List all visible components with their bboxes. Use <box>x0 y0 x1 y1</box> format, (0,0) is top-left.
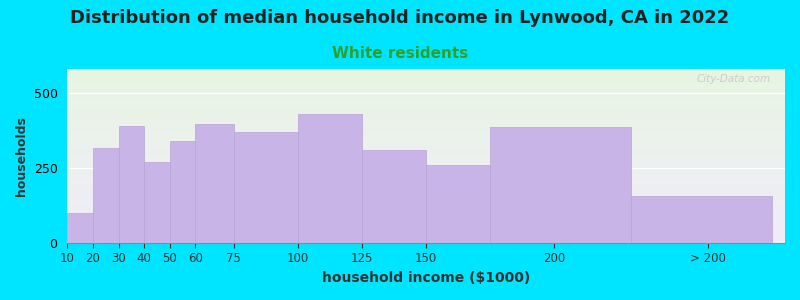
Bar <box>298 114 362 243</box>
Text: City-Data.com: City-Data.com <box>697 74 770 84</box>
Text: Distribution of median household income in Lynwood, CA in 2022: Distribution of median household income … <box>70 9 730 27</box>
Bar <box>631 196 772 243</box>
Bar <box>144 162 170 243</box>
Bar <box>93 148 118 243</box>
Bar <box>234 132 298 243</box>
Text: White residents: White residents <box>332 46 468 62</box>
Bar <box>67 213 93 243</box>
Bar <box>362 150 426 243</box>
Bar <box>490 128 631 243</box>
X-axis label: household income ($1000): household income ($1000) <box>322 271 530 285</box>
Y-axis label: households: households <box>15 116 28 196</box>
Bar <box>118 126 144 243</box>
Bar <box>170 141 195 243</box>
Bar <box>195 124 234 243</box>
Bar <box>426 165 490 243</box>
